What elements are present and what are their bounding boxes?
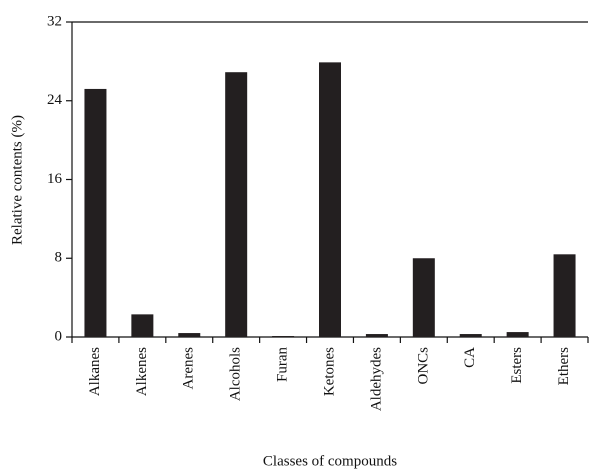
y-tick-label: 8 xyxy=(55,250,63,266)
bar xyxy=(319,62,341,337)
bar xyxy=(459,334,482,337)
x-tick-label: Alcohols xyxy=(228,347,244,401)
bar xyxy=(365,334,388,337)
bar xyxy=(412,258,435,337)
bar xyxy=(506,332,529,337)
x-tick-label: Furan xyxy=(275,347,291,382)
bar xyxy=(272,336,295,337)
bar xyxy=(131,314,154,337)
bar xyxy=(178,333,201,337)
x-tick-label: Alkenes xyxy=(134,347,150,396)
y-axis-label: Relative contents (%) xyxy=(9,115,25,245)
x-tick-label: Ketones xyxy=(321,347,337,396)
bar xyxy=(225,72,248,337)
x-tick-label: Esters xyxy=(509,347,525,384)
y-tick-label: 32 xyxy=(47,13,62,29)
x-tick-label: Ethers xyxy=(556,347,572,385)
x-tick-label: Alkanes xyxy=(87,347,103,396)
x-axis-label: Classes of compounds xyxy=(263,453,397,469)
x-tick-label: Arenes xyxy=(181,347,197,390)
x-tick-label: ONCs xyxy=(415,347,431,385)
bar xyxy=(553,254,576,337)
x-tick-label: Aldehydes xyxy=(368,347,384,411)
y-tick-label: 0 xyxy=(55,328,63,344)
x-tick-label: CA xyxy=(462,347,478,368)
y-tick-label: 16 xyxy=(47,171,63,187)
bar xyxy=(84,88,107,337)
y-tick-label: 24 xyxy=(47,92,63,108)
